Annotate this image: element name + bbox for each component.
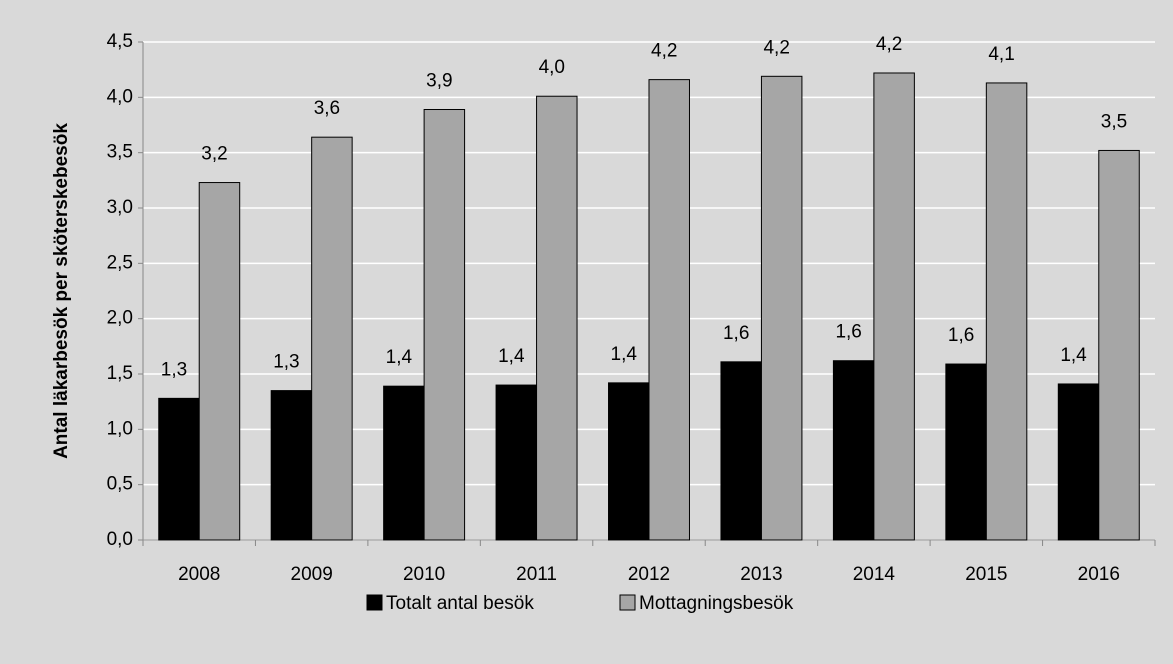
y-tick-label: 2,0 — [107, 308, 133, 329]
bar — [423, 109, 466, 541]
bar — [648, 79, 690, 541]
y-tick-label: 3,5 — [107, 142, 133, 163]
bar — [985, 82, 1028, 541]
bar — [158, 397, 200, 541]
y-tick-label: 0,5 — [107, 474, 133, 495]
y-axis-title: Antal läkarbesök per sköterskebesök — [51, 123, 72, 459]
value-label: 1,6 — [948, 325, 974, 346]
y-tick-label: 4,0 — [107, 86, 133, 107]
value-label: 1,6 — [835, 322, 861, 343]
y-tick-label: 1,0 — [107, 418, 133, 439]
x-tick-label: 2010 — [403, 564, 445, 585]
bar — [495, 384, 538, 541]
x-tick-label: 2011 — [516, 564, 557, 585]
value-label: 1,3 — [273, 352, 299, 373]
legend-swatch — [619, 594, 636, 611]
value-label: 1,6 — [723, 323, 749, 344]
x-tick-label: 2016 — [1078, 564, 1120, 585]
value-label: 3,6 — [314, 98, 340, 119]
value-label: 4,2 — [876, 34, 902, 55]
bar — [1098, 149, 1140, 541]
value-label: 3,2 — [201, 144, 227, 165]
value-label: 4,2 — [651, 41, 677, 62]
x-tick-label: 2008 — [178, 564, 220, 585]
bar — [311, 136, 353, 541]
value-label: 1,4 — [498, 346, 525, 367]
y-tick-label: 3,0 — [107, 197, 133, 218]
bar — [608, 382, 650, 541]
y-tick-label: 4,5 — [107, 31, 133, 52]
bar — [270, 390, 313, 541]
y-tick-label: 2,5 — [107, 252, 133, 273]
bar — [760, 75, 803, 541]
x-tick-label: 2014 — [853, 564, 896, 585]
value-label: 1,4 — [611, 344, 638, 365]
x-tick-label: 2015 — [965, 564, 1007, 585]
value-label: 4,1 — [988, 44, 1014, 65]
value-label: 1,4 — [386, 347, 413, 368]
x-tick-label: 2009 — [291, 564, 333, 585]
bar — [832, 360, 875, 541]
bar — [198, 182, 241, 541]
y-tick-label: 0,0 — [107, 529, 133, 550]
legend-label: Totalt antal besök — [386, 593, 534, 614]
x-tick-label: 2012 — [628, 564, 670, 585]
bar — [720, 361, 762, 541]
value-label: 4,0 — [539, 57, 565, 78]
bar — [536, 95, 578, 541]
bar — [873, 72, 915, 541]
legend-label: Mottagningsbesök — [639, 593, 794, 614]
x-tick-label: 2013 — [740, 564, 782, 585]
value-label: 4,2 — [763, 37, 789, 58]
value-label: 3,5 — [1101, 111, 1127, 132]
value-label: 3,9 — [426, 71, 452, 92]
legend-swatch — [366, 594, 383, 611]
y-tick-label: 1,5 — [107, 363, 133, 384]
bar — [383, 385, 425, 541]
value-label: 1,3 — [161, 359, 187, 380]
bar — [1057, 383, 1100, 541]
value-label: 1,4 — [1060, 345, 1087, 366]
bar — [945, 363, 987, 541]
